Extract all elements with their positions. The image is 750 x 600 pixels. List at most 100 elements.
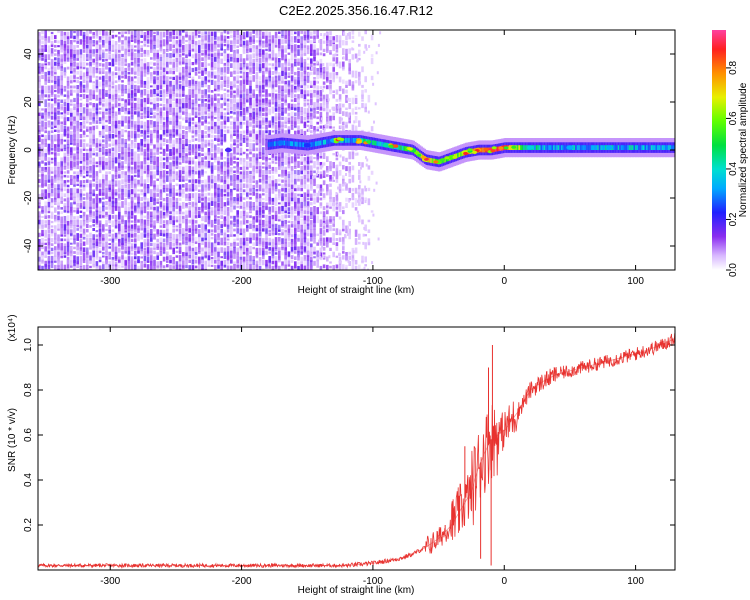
spectrogram-cell <box>140 139 143 146</box>
spectrogram-cell <box>159 80 163 87</box>
spectrogram-cell <box>76 89 79 97</box>
spectrogram-cell <box>92 112 95 120</box>
spectrogram-cell <box>150 178 153 187</box>
spectrogram-cell <box>162 220 166 224</box>
spectrogram-cell <box>118 183 121 191</box>
spectrogram-cell <box>124 36 127 41</box>
spectrogram-cell <box>60 48 63 53</box>
spectrogram-cell <box>166 214 169 219</box>
spectrogram-cell <box>172 171 175 175</box>
spectrogram-cell <box>76 40 79 44</box>
spectrogram-cell <box>255 112 259 121</box>
spectrogram-cell <box>70 260 73 266</box>
spectrogram-cell <box>194 88 198 97</box>
spectrogram-cell <box>300 129 303 137</box>
spectrogram-cell <box>281 157 284 163</box>
spectrogram-cell <box>194 228 198 234</box>
spectrogram-cell <box>371 261 374 265</box>
spectrogram-cell <box>86 134 89 138</box>
spectrogram-cell <box>182 98 185 104</box>
spectrogram-cell <box>182 144 185 149</box>
spectrogram-cell <box>169 53 172 58</box>
spectrogram-cell <box>278 237 281 245</box>
spectrogram-cell <box>306 219 310 226</box>
spectrogram-cell <box>159 107 163 113</box>
spectrogram-cell <box>159 225 163 228</box>
spectrogram-cell <box>98 107 102 110</box>
spectrogram-cell <box>268 259 271 265</box>
spectrogram-cell <box>220 40 223 44</box>
spectrogram-cell <box>127 175 131 182</box>
spectrogram-cell <box>182 188 185 194</box>
spectrogram-cell <box>252 148 255 151</box>
spectrogram-cell <box>281 188 284 192</box>
spectrogram-cell <box>255 224 259 231</box>
spectrogram-cell <box>310 31 313 39</box>
spectrogram-cell <box>287 44 291 50</box>
spectrogram-cell <box>121 115 124 122</box>
spectrogram-cell <box>252 129 255 134</box>
spectrogram-cell <box>201 197 204 201</box>
spectrogram-cell <box>57 94 60 98</box>
spectrogram-cell <box>198 125 201 133</box>
spectrogram-cell <box>255 210 259 215</box>
spectrogram-cell <box>121 201 124 208</box>
spectrogram-cell <box>140 142 143 148</box>
spectrogram-cell <box>207 89 211 93</box>
spectrogram-cell <box>156 238 159 243</box>
spectrogram-cell <box>182 103 185 109</box>
spectrogram-cell <box>137 124 140 132</box>
spectrogram-cell <box>342 228 345 232</box>
spectrogram-cell <box>169 206 172 214</box>
spectrogram-cell <box>175 228 179 232</box>
spectrogram-cell <box>191 79 195 86</box>
spectrogram-cell <box>230 45 233 52</box>
spectrogram-cell <box>364 106 367 113</box>
spectrogram-cell <box>297 94 300 100</box>
spectrogram-cell <box>207 116 211 119</box>
spectrogram-cell <box>300 215 303 219</box>
spectrogram-cell <box>159 67 163 71</box>
spectrogram-cell <box>108 171 111 175</box>
spectrogram-cell <box>252 35 255 42</box>
spectrogram-cell <box>66 103 70 111</box>
spectrogram-cell <box>255 59 259 63</box>
spectrogram-cell <box>271 268 275 270</box>
spectrogram-cell <box>351 40 355 43</box>
spectrogram-cell <box>150 89 153 97</box>
spectrogram-cell <box>290 247 294 253</box>
spectrogram-cell <box>255 219 259 222</box>
spectrogram-cell <box>50 115 54 120</box>
spectrogram-cell <box>223 116 227 123</box>
spectrogram-cell <box>185 70 188 77</box>
spectrogram-cell <box>102 52 105 59</box>
spectrogram-cell <box>41 183 44 188</box>
spectrogram-cell <box>306 71 310 78</box>
spectrogram-cell <box>118 264 121 269</box>
spectrogram-cell <box>223 216 227 221</box>
spectrogram-cell <box>70 40 73 45</box>
spectrogram-cell <box>335 255 339 258</box>
spectrogram-cell <box>140 264 143 270</box>
spectrogram-cell <box>342 88 345 94</box>
spectrogram-cell <box>137 116 140 123</box>
spectrogram-cell <box>236 133 239 140</box>
spectrogram-cell <box>156 188 159 192</box>
spectrogram-cell <box>82 148 86 151</box>
spectrogram-cell <box>92 130 95 135</box>
spectrogram-cell <box>140 120 143 128</box>
spectrogram-cell <box>255 252 259 258</box>
spectrogram-cell <box>63 171 67 174</box>
spectrogram-cell <box>185 48 188 57</box>
spectrogram-cell <box>207 34 211 43</box>
spectrogram-cell <box>92 202 95 208</box>
spectrogram-cell <box>338 86 342 92</box>
spectrogram-cell <box>175 48 179 55</box>
spectrogram-cell <box>239 62 243 70</box>
spectrogram-cell <box>121 156 124 160</box>
spectrogram-cell <box>92 148 95 156</box>
spectrogram-cell <box>226 93 230 98</box>
spectrogram-cell <box>60 75 63 81</box>
spectrogram-cell <box>201 174 204 177</box>
spectrogram-cell <box>278 189 281 197</box>
